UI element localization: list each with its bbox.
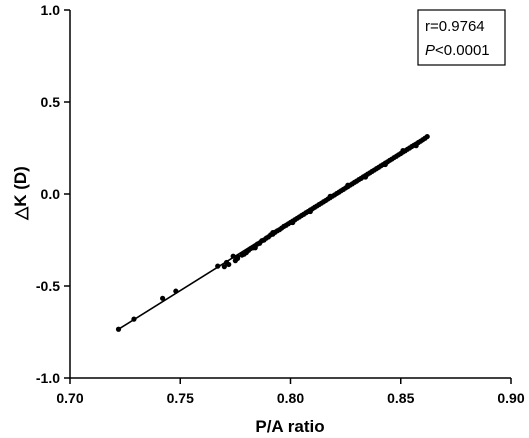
p-rest: <0.0001 [435, 42, 490, 59]
data-point [160, 295, 166, 301]
x-tick-label: 0.85 [387, 390, 414, 406]
y-tick-label: -0.5 [36, 278, 60, 294]
data-point [221, 264, 227, 270]
x-axis-title: P/A ratio [255, 417, 324, 436]
regression-line-group [118, 135, 428, 330]
tick-labels: 0.70 0.75 0.80 0.85 0.90 -1.0 -0.5 0.0 0.5 1.0 [36, 2, 525, 406]
p-value: P<0.0001 [425, 42, 490, 59]
y-tick-label: 0.0 [41, 186, 61, 202]
stats-box [417, 9, 506, 66]
x-tick-label: 0.80 [277, 390, 304, 406]
stats-annotation: r=0.9764 P<0.0001 [417, 9, 506, 66]
x-tick-label: 0.70 [56, 390, 83, 406]
y-tick-label: 0.5 [41, 94, 61, 110]
r-value: r=0.9764 [425, 18, 485, 35]
y-tick-label: -1.0 [36, 370, 60, 386]
data-point [252, 245, 258, 251]
y-axis-title: △K (D) [11, 166, 30, 221]
x-tick-label: 0.75 [167, 390, 194, 406]
y-tick-label: 1.0 [41, 2, 61, 18]
axes [64, 9, 512, 384]
p-italic: P [425, 42, 435, 59]
x-tick-label: 0.90 [497, 390, 524, 406]
regression-line [118, 135, 428, 330]
